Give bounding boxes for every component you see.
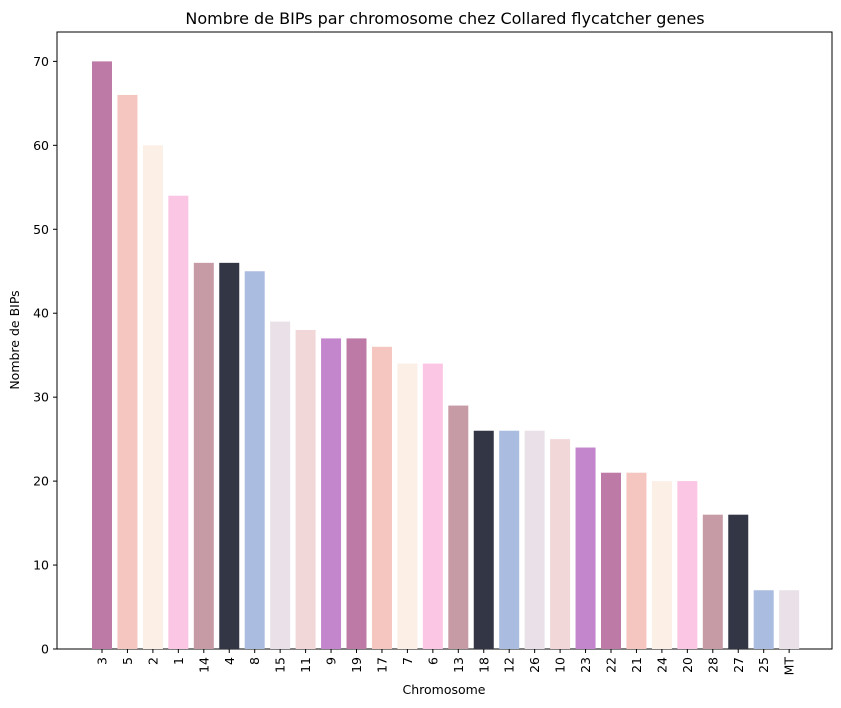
y-tick-label: 50 [33,222,49,237]
x-tick-label: 27 [731,657,746,673]
y-tick-label: 40 [33,306,49,321]
x-tick-label: 5 [120,657,135,665]
bar-17 [371,346,392,649]
x-tick-label: 17 [374,657,389,673]
y-tick-label: 10 [33,558,49,573]
bar-1 [168,195,189,649]
x-tick-label: 6 [425,657,440,665]
x-axis-label: Chromosome [402,682,485,697]
x-tick-label: 2 [145,657,160,665]
x-tick-label: 9 [324,657,339,665]
bar-4 [219,262,240,649]
bar-23 [575,447,596,649]
bar-3 [92,61,112,649]
y-tick-label: 0 [41,642,49,657]
bar-11 [295,330,316,649]
y-tick-label: 60 [33,138,49,153]
bar-15 [270,321,291,649]
x-tick-label: 7 [400,657,415,665]
x-tick-label: 28 [705,657,720,673]
x-axis: 3 5 2 1 14 4 8 15 11 9 19 17 7 6 13 18 12 26 10 23 22 21 24 20 2… [95,649,797,675]
bar-13 [448,405,469,649]
x-tick-label: 22 [604,657,619,673]
x-tick-label: 20 [680,657,695,673]
x-tick-label: 14 [196,657,211,673]
y-tick-label: 70 [33,54,49,69]
bar-7 [397,363,418,649]
x-tick-label: 23 [578,657,593,673]
bar-2 [142,145,163,649]
y-tick-label: 20 [33,474,49,489]
x-tick-label: 19 [349,657,364,673]
y-axis: 0 10 20 30 40 50 60 70 [33,54,57,657]
y-axis-label: Nombre de BIPs [7,290,22,389]
bar-6 [422,363,443,649]
x-tick-label: 12 [502,657,517,673]
bar-14 [193,262,214,649]
bars-group [92,61,800,649]
bar-19 [346,338,367,649]
bar-28 [702,514,723,649]
bar-24 [651,481,672,649]
x-tick-label: 18 [476,657,491,673]
x-tick-label: MT [782,657,797,676]
bar-9 [321,338,342,649]
bar-21 [626,472,647,649]
x-tick-label: 25 [756,657,771,673]
x-tick-label: 3 [95,657,110,665]
bar-25 [753,590,774,649]
bar-MT [779,590,800,649]
bar-27 [728,514,749,649]
bar-8 [244,271,265,649]
x-tick-label: 24 [654,657,669,673]
bar-5 [117,94,138,649]
bar-18 [473,430,494,649]
x-tick-label: 10 [553,657,568,673]
x-tick-label: 4 [222,657,237,665]
x-tick-label: 13 [451,657,466,673]
chart-title: Nombre de BIPs par chromosome chez Colla… [185,9,704,28]
x-tick-label: 8 [247,657,262,665]
bar-10 [550,439,571,649]
x-tick-label: 15 [273,657,288,673]
bar-20 [677,481,698,649]
bar-22 [601,472,621,649]
bar-12 [499,430,520,649]
x-tick-label: 11 [298,657,313,673]
plot-frame [56,31,833,650]
x-tick-label: 1 [171,657,186,665]
bar-26 [524,430,545,649]
x-tick-label: 21 [629,657,644,673]
x-tick-label: 26 [527,657,542,673]
y-tick-label: 30 [33,390,49,405]
